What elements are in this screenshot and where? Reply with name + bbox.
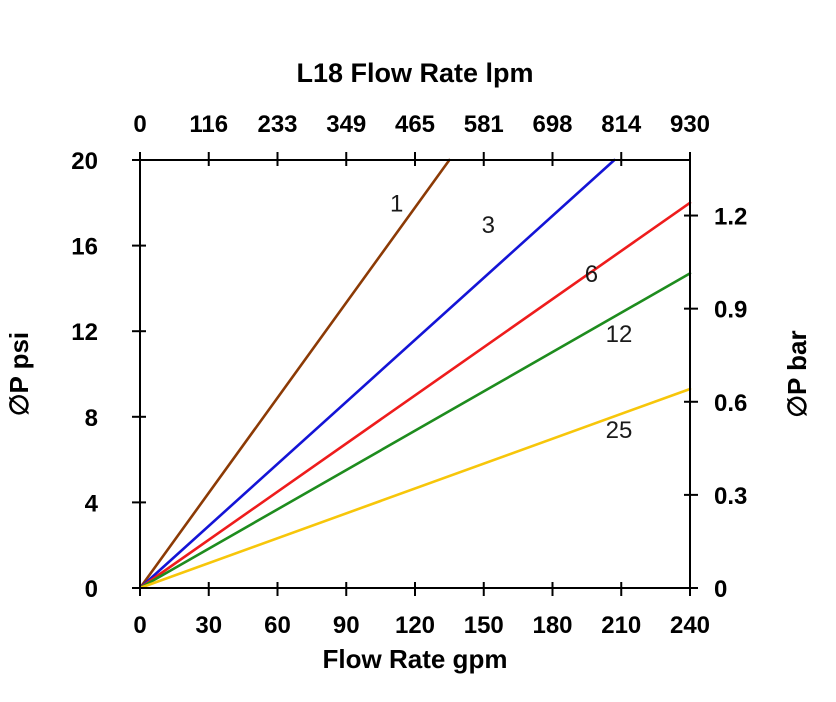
series-label-3: 3 <box>482 212 495 239</box>
series-label-1: 1 <box>390 190 403 217</box>
series-line-3 <box>138 158 616 590</box>
x2-tick-label: 465 <box>395 111 435 138</box>
x-tick-label: 240 <box>670 612 710 639</box>
y-tick-left-label: 0 <box>85 576 98 603</box>
x2-tick-label: 581 <box>464 111 504 138</box>
right-y-axis-label: ∅P bar <box>782 330 812 417</box>
chart-title: L18 Flow Rate lpm <box>296 58 533 88</box>
left-y-axis-label: ∅P psi <box>4 332 34 416</box>
y-tick-right-label: 0.3 <box>714 483 747 510</box>
y-tick-right-label: 0.6 <box>714 390 747 417</box>
y-tick-left-label: 20 <box>71 148 98 175</box>
x-tick-label: 150 <box>464 612 504 639</box>
plot-frame <box>139 159 691 589</box>
x2-tick-label: 0 <box>133 111 146 138</box>
x-tick-label: 30 <box>195 612 222 639</box>
x-tick-label: 180 <box>532 612 572 639</box>
series-label-25: 25 <box>606 417 633 444</box>
x2-tick-label: 233 <box>257 111 297 138</box>
series-line-6 <box>138 201 692 590</box>
x2-tick-label: 814 <box>601 111 642 138</box>
y-tick-left-label: 16 <box>71 234 98 261</box>
x2-tick-label: 930 <box>670 111 710 138</box>
series-label-6: 6 <box>585 261 598 288</box>
x2-tick-label: 698 <box>532 111 572 138</box>
series-label-12: 12 <box>606 321 633 348</box>
y-tick-right-label: 1.2 <box>714 204 747 231</box>
x-tick-label: 60 <box>264 612 291 639</box>
x-axis-label: Flow Rate gpm <box>323 644 508 674</box>
series-line-25 <box>138 387 692 590</box>
series-line-12 <box>138 272 692 590</box>
x2-tick-label: 349 <box>326 111 366 138</box>
y-tick-left-label: 12 <box>71 319 98 346</box>
x-tick-label: 0 <box>133 612 146 639</box>
x-tick-label: 90 <box>333 612 360 639</box>
y-tick-left-label: 8 <box>85 405 98 432</box>
x2-tick-label: 116 <box>189 111 228 138</box>
x-tick-label: 210 <box>601 612 641 639</box>
y-tick-right-label: 0.9 <box>714 297 747 324</box>
series-line-1 <box>138 158 451 590</box>
y-tick-right-label: 0 <box>714 576 727 603</box>
x-tick-label: 120 <box>395 612 435 639</box>
y-tick-left-label: 4 <box>85 490 99 517</box>
